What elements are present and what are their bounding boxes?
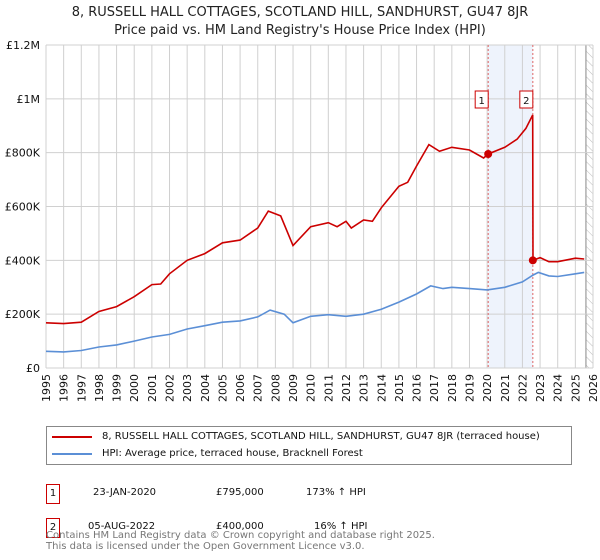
x-tick-label: 2016 [411, 374, 424, 402]
sale-badge-box [519, 90, 534, 109]
x-tick-label: 2024 [552, 374, 565, 402]
legend-swatch-hpi [52, 452, 92, 455]
x-tick-label: 2019 [463, 374, 476, 402]
x-tick-label: 2003 [181, 374, 194, 402]
y-tick-label: £800K [5, 147, 41, 160]
x-tick-label: 2000 [128, 374, 141, 402]
sale-price: £400,000 [216, 521, 264, 532]
y-tick-label: £0 [26, 362, 40, 375]
sale-row-2: 2 05-AUG-2022 £400,000 16% ↑ HPI [46, 518, 446, 538]
property-price-line [45, 114, 585, 325]
chart-title: 8, RUSSELL HALL COTTAGES, SCOTLAND HILL,… [71, 5, 529, 20]
x-tick-label: 2007 [252, 374, 265, 402]
sale-point [528, 256, 537, 265]
sale-point [484, 150, 493, 159]
sale-badge-box [474, 90, 489, 109]
hpi-line [45, 271, 585, 353]
chart-subtitle: Price paid vs. HM Land Registry's House … [114, 23, 486, 38]
x-tick-label: 2004 [199, 374, 212, 402]
legend-swatch-property [52, 435, 92, 438]
sale-row-1: 1 23-JAN-2020 £795,000 173% ↑ HPI [46, 484, 446, 504]
y-tick-label: £200K [5, 308, 41, 321]
x-tick-label: 2013 [358, 374, 371, 402]
sale-marker-badge: 2 [46, 518, 60, 538]
legend-label-property: 8, RUSSELL HALL COTTAGES, SCOTLAND HILL,… [102, 431, 540, 442]
x-tick-label: 2006 [234, 374, 247, 402]
y-tick-label: £1.2M [6, 39, 40, 52]
x-tick-label: 1998 [93, 374, 106, 402]
x-tick-label: 2002 [164, 374, 177, 402]
sale-date: 23-JAN-2020 [93, 487, 157, 498]
x-tick-label: 2017 [428, 374, 441, 402]
x-tick-label: 2023 [534, 374, 547, 402]
sale-price: £795,000 [216, 487, 264, 498]
y-tick-label: £400K [5, 254, 41, 267]
x-tick-label: 2010 [305, 374, 318, 402]
x-tick-label: 2021 [499, 374, 512, 402]
x-tick-label: 2026 [587, 374, 600, 402]
sale-badge-label: 2 [523, 96, 529, 107]
legend-label-hpi: HPI: Average price, terraced house, Brac… [102, 448, 363, 459]
x-tick-label: 2022 [516, 374, 529, 402]
sale-badge-label: 1 [479, 96, 485, 107]
x-tick-label: 1996 [58, 374, 71, 402]
x-tick-label: 2015 [393, 374, 406, 402]
sale-marker-badge: 1 [46, 484, 60, 504]
y-tick-label: £1M [17, 93, 41, 106]
x-tick-label: 1995 [40, 374, 53, 402]
footer-licence: This data is licensed under the Open Gov… [46, 541, 365, 552]
legend: 8, RUSSELL HALL COTTAGES, SCOTLAND HILL,… [46, 426, 572, 465]
x-tick-label: 2005 [216, 374, 229, 402]
x-tick-label: 2018 [446, 374, 459, 402]
x-tick-label: 2020 [481, 374, 494, 402]
sale-hpi-change: 16% ↑ HPI [314, 521, 368, 532]
x-tick-label: 2014 [375, 374, 388, 402]
x-tick-label: 2012 [340, 374, 353, 402]
x-tick-label: 2008 [269, 374, 282, 402]
x-tick-label: 2011 [322, 374, 335, 402]
x-tick-label: 1997 [75, 374, 88, 402]
sale-date: 05-AUG-2022 [88, 521, 156, 532]
x-tick-label: 2025 [569, 374, 582, 402]
x-tick-label: 2009 [287, 374, 300, 402]
x-tick-label: 1999 [111, 374, 124, 402]
sale-hpi-change: 173% ↑ HPI [306, 487, 366, 498]
y-tick-label: £600K [5, 201, 41, 214]
footer-copyright: Contains HM Land Registry data © Crown c… [46, 530, 435, 541]
plot-area: 1995 1996 1997 1998 1999 2000 2001 2002 2003 2004… [5, 39, 600, 402]
x-tick-label: 2001 [146, 374, 159, 402]
